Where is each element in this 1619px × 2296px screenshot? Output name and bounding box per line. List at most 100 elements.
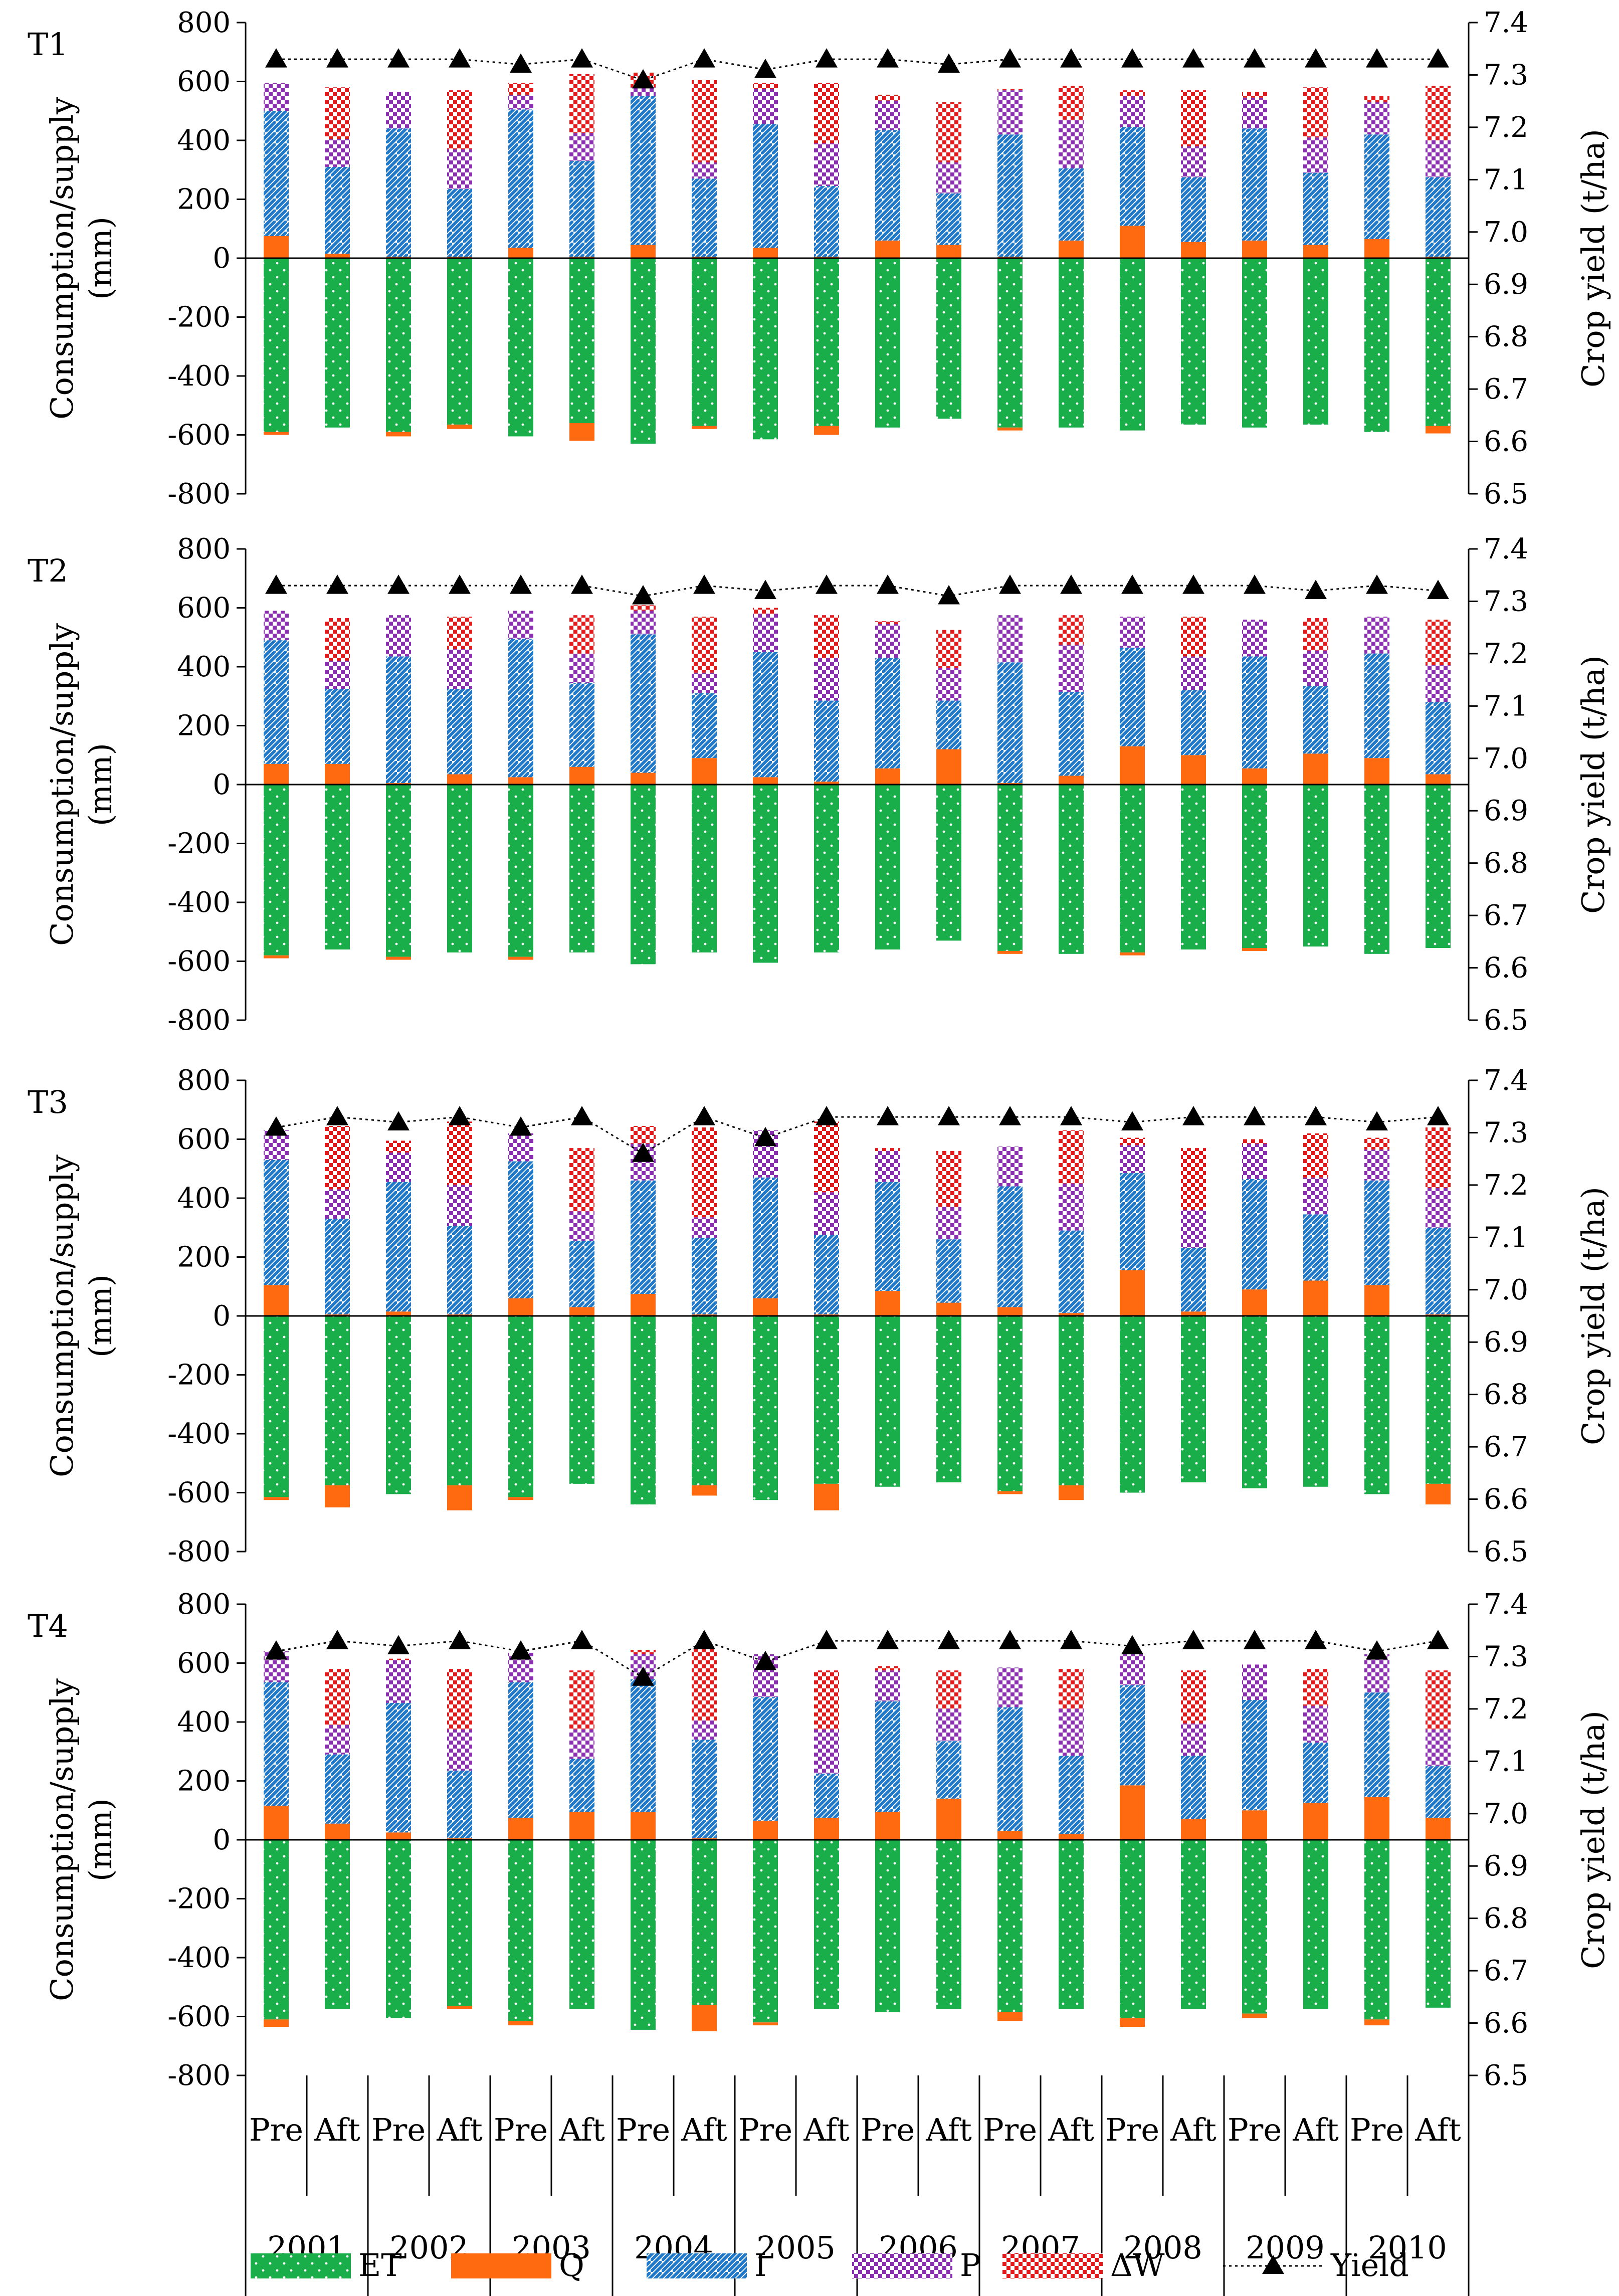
bar-p-5: [508, 611, 533, 639]
bar-p-5: [508, 94, 533, 110]
bar-et-18: [1303, 785, 1328, 947]
yield-marker-15: [1121, 575, 1143, 594]
bar-q-neg-1: [264, 432, 289, 435]
bar-et-17: [1242, 258, 1267, 428]
bar-p-14: [1059, 1708, 1084, 1756]
bar-q-5: [508, 1298, 533, 1316]
bar-p-4: [447, 1729, 472, 1771]
bar-q-14: [1059, 1313, 1084, 1316]
bar-dw-14: [1059, 1669, 1084, 1709]
legend-swatch: [251, 2253, 351, 2278]
left-tick-label: -400: [167, 886, 231, 919]
bar-q-neg-1: [264, 955, 289, 959]
left-axis-title-line2: (mm): [82, 217, 119, 300]
bar-et-14: [1059, 258, 1084, 428]
right-tick-label: 7.3: [1484, 585, 1528, 618]
bar-q-neg-8: [692, 2005, 717, 2031]
bar-i-2: [325, 1219, 350, 1315]
bar-dw-4: [447, 1669, 472, 1730]
bar-i-10: [814, 1235, 839, 1315]
bar-et-1: [264, 785, 289, 955]
yield-marker-9: [754, 59, 776, 78]
bar-dw-12: [936, 1151, 961, 1207]
bar-q-7: [631, 773, 656, 785]
right-tick-label: 7.0: [1484, 1274, 1528, 1306]
bar-i-7: [631, 1180, 656, 1294]
yield-marker-16: [1182, 1106, 1204, 1125]
bar-i-8: [692, 178, 717, 257]
category-label: Aft: [681, 2112, 727, 2148]
category-label: Aft: [314, 2112, 360, 2148]
yield-line: [276, 1640, 1439, 1678]
bar-dw-18: [1303, 618, 1328, 651]
yield-marker-17: [1244, 48, 1266, 68]
bar-p-15: [1120, 617, 1145, 648]
bar-dw-3: [386, 1140, 411, 1153]
bar-et-10: [814, 258, 839, 426]
bar-p-4: [447, 149, 472, 189]
bar-q-neg-5: [508, 2021, 533, 2026]
bar-i-20: [1426, 1766, 1451, 1818]
yield-marker-10: [816, 48, 838, 68]
bar-q-neg-17: [1242, 2013, 1267, 2018]
year-label: 2005: [756, 2229, 836, 2266]
bar-et-13: [997, 785, 1023, 951]
bar-dw-6: [569, 615, 594, 654]
panel-label: T3: [28, 1084, 68, 1120]
left-tick-label: 400: [177, 1706, 231, 1739]
left-tick-label: -800: [167, 478, 231, 510]
bar-i-1: [264, 111, 289, 236]
bar-p-2: [325, 1725, 350, 1755]
bar-dw-14: [1059, 1130, 1084, 1184]
bar-i-4: [447, 188, 472, 257]
right-tick-label: 7.0: [1484, 742, 1528, 775]
legend-swatch: [1002, 2253, 1103, 2278]
left-tick-label: -600: [167, 945, 231, 978]
bar-et-4: [447, 1316, 472, 1485]
bar-i-4: [447, 1770, 472, 1839]
yield-marker-8: [693, 1630, 715, 1649]
category-label: Aft: [436, 2112, 483, 2148]
right-tick-label: 6.8: [1484, 1379, 1528, 1411]
bar-dw-18: [1303, 87, 1328, 138]
right-tick-label: 7.3: [1484, 1116, 1528, 1149]
bar-et-6: [569, 1316, 594, 1484]
bar-dw-16: [1181, 1670, 1206, 1724]
bar-q-neg-4: [447, 2006, 472, 2009]
bar-et-20: [1426, 1316, 1451, 1484]
bar-et-3: [386, 1316, 411, 1494]
bar-p-5: [508, 1133, 533, 1162]
left-tick-label: -200: [167, 1359, 231, 1392]
right-tick-label: 7.1: [1484, 690, 1528, 722]
bar-et-9: [753, 785, 778, 963]
yield-marker-11: [877, 1630, 899, 1649]
bar-q-19: [1364, 1797, 1389, 1840]
bar-q-neg-5: [508, 956, 533, 960]
bar-dw-8: [692, 1648, 717, 1721]
bar-et-1: [264, 258, 289, 432]
category-label: Pre: [1228, 2112, 1282, 2148]
yield-marker-2: [326, 1106, 348, 1125]
legend-swatch-marker: [1262, 2255, 1284, 2274]
bar-p-10: [814, 658, 839, 701]
bar-p-17: [1242, 1143, 1267, 1179]
bar-et-2: [325, 1840, 350, 2009]
right-tick-label: 7.1: [1484, 163, 1528, 196]
bar-q-19: [1364, 1285, 1389, 1316]
bar-i-6: [569, 1241, 594, 1307]
bar-q-neg-10: [814, 426, 839, 435]
bar-q-neg-3: [386, 432, 411, 437]
bar-et-16: [1181, 1840, 1206, 2009]
bar-q-neg-8: [692, 426, 717, 429]
bar-q-1: [264, 763, 289, 785]
bar-et-19: [1364, 1840, 1389, 2020]
right-tick-label: 7.2: [1484, 638, 1528, 670]
bar-dw-5: [508, 83, 533, 95]
legend-item-q: Q: [451, 2247, 584, 2283]
bar-i-16: [1181, 1248, 1206, 1312]
bar-et-9: [753, 1316, 778, 1500]
bar-et-19: [1364, 258, 1389, 432]
bar-p-6: [569, 133, 594, 161]
left-tick-label: 600: [177, 592, 231, 625]
